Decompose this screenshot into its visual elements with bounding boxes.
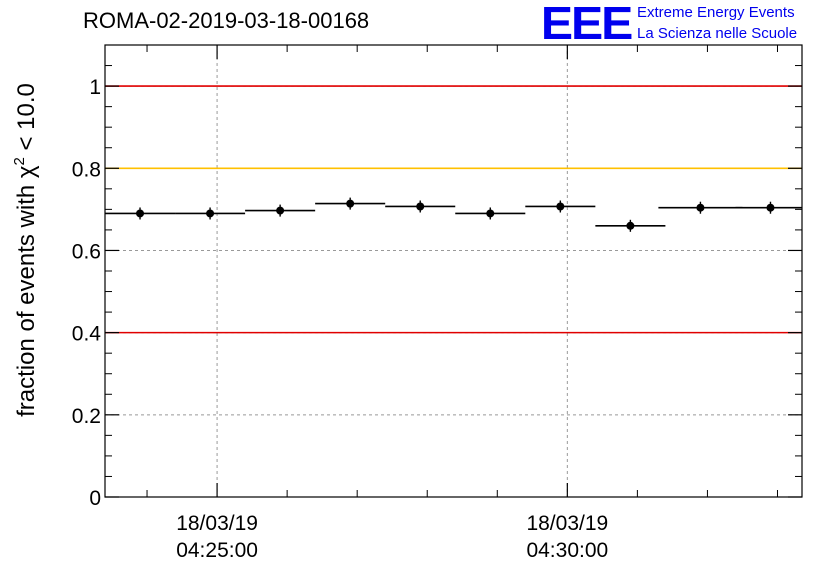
y-tick-label: 0.2 — [72, 405, 101, 428]
y-tick-label: 0.6 — [72, 240, 101, 263]
y-tick-label: 1 — [89, 76, 101, 99]
logo-subtitle-line1: Extreme Energy Events — [637, 4, 795, 21]
chart-title: ROMA-02-2019-03-18-00168 — [83, 8, 370, 33]
eee-logo: EEE — [540, 0, 633, 49]
x-tick-date-label: 18/03/19 — [176, 512, 258, 535]
data-point — [595, 219, 666, 232]
reference-lines — [105, 85, 802, 334]
data-point — [245, 204, 316, 217]
logo-subtitle-line2: La Scienza nelle Scuole — [637, 25, 798, 42]
data-marker — [136, 209, 145, 218]
x-tick-time-label: 04:25:00 — [176, 539, 258, 562]
y-axis-label: fraction of events with χ2 < 10.0 — [11, 83, 40, 417]
data-marker — [696, 203, 705, 212]
data-point — [105, 207, 176, 220]
y-axis-label-sup: 2 — [11, 157, 28, 165]
axes: 0 0.2 0.4 0.6 0.8 1 18/03/19 04:25:00 18/03/19 04… — [72, 45, 802, 562]
data-marker — [486, 209, 495, 218]
y-tick-label: 0.8 — [72, 158, 101, 181]
y-tick-label: 0 — [89, 487, 101, 510]
data-point — [658, 201, 743, 214]
plot-frame — [104, 44, 803, 498]
data-point — [175, 207, 246, 220]
data-point — [525, 200, 596, 213]
x-tick-date-label: 18/03/19 — [526, 512, 608, 535]
data-point — [315, 197, 386, 210]
data-point — [455, 207, 526, 220]
data-marker — [766, 203, 775, 212]
data-point — [385, 200, 456, 213]
data-marker — [346, 199, 355, 208]
y-axis-label-symbol: χ — [13, 165, 40, 178]
y-axis-label-tail: < 10.0 — [13, 83, 40, 157]
y-tick-label: 0.4 — [72, 323, 102, 346]
data-series — [105, 197, 802, 232]
x-tick-time-label: 04:30:00 — [526, 539, 608, 562]
data-marker — [276, 206, 285, 215]
y-axis-label-main: fraction of events with — [13, 178, 40, 417]
grid-lines — [105, 45, 802, 497]
data-marker — [556, 202, 565, 211]
data-marker — [416, 202, 425, 211]
data-point — [735, 201, 802, 214]
data-marker — [206, 209, 215, 218]
data-marker — [626, 221, 635, 230]
